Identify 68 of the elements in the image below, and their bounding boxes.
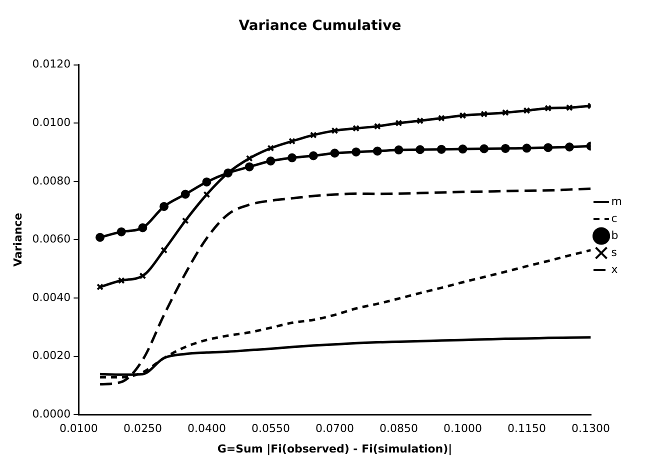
point <box>160 202 169 211</box>
x-tick-label: 0.0850 <box>380 422 418 436</box>
x-tick-label: 0.1300 <box>572 422 610 436</box>
point <box>394 145 404 154</box>
legend-label: s <box>611 246 618 259</box>
point <box>244 162 254 172</box>
x-tick-label: 0.0250 <box>123 422 162 436</box>
x-tick-label: 0.0700 <box>315 422 354 436</box>
point <box>182 217 189 224</box>
point <box>352 124 360 132</box>
point <box>458 144 468 154</box>
point <box>374 122 381 130</box>
y-tick-label: 0.0120 <box>32 58 71 71</box>
y-tick-label: 0.0020 <box>32 349 71 362</box>
x-axis-title: G=Sum |Fi(observed) - Fi(simulation)| <box>217 442 452 456</box>
point <box>395 120 402 127</box>
point <box>523 107 530 114</box>
legend-label: m <box>611 194 622 208</box>
point <box>138 223 148 232</box>
x-tick-label: 0.1150 <box>508 422 546 436</box>
point <box>308 151 318 160</box>
point <box>416 145 425 154</box>
point <box>522 144 532 153</box>
point <box>438 114 445 122</box>
point <box>564 142 574 152</box>
point <box>118 277 125 284</box>
point <box>480 144 489 154</box>
point <box>436 144 446 154</box>
point <box>544 143 553 152</box>
point <box>566 104 573 112</box>
legend-label: x <box>611 262 618 276</box>
point <box>203 191 210 198</box>
x-tick-label: 0.0550 <box>251 422 290 436</box>
x-tick-label: 0.0100 <box>59 422 98 436</box>
point <box>246 154 253 162</box>
point <box>266 156 276 166</box>
point <box>160 246 168 254</box>
point <box>139 272 146 280</box>
point <box>331 127 338 134</box>
line-series <box>98 187 591 386</box>
y-tick-label: 0.0000 <box>32 407 71 420</box>
point <box>352 147 361 156</box>
x-tick-label: 0.1000 <box>444 422 482 436</box>
point <box>502 109 509 116</box>
y-tick-label: 0.0040 <box>32 290 71 304</box>
point <box>288 138 296 145</box>
point <box>116 227 126 236</box>
point <box>372 146 382 156</box>
chart-title: Variance Cumulative <box>238 18 402 34</box>
y-tick-label: 0.0100 <box>32 116 71 129</box>
point <box>267 144 274 152</box>
y-tick-label: 0.0060 <box>32 232 71 246</box>
point <box>544 104 552 112</box>
point <box>416 117 424 124</box>
legend-label: c <box>611 212 618 225</box>
point <box>96 232 105 242</box>
point <box>500 144 510 153</box>
legend-label: b <box>611 228 618 242</box>
point <box>480 110 488 118</box>
point <box>310 132 317 139</box>
y-tick-label: 0.0080 <box>32 174 71 188</box>
point <box>202 177 212 186</box>
point <box>180 190 190 199</box>
point <box>330 148 340 158</box>
y-axis-title: Variance <box>11 212 24 267</box>
x-tick-label: 0.0400 <box>187 422 226 436</box>
point <box>459 112 466 119</box>
point <box>288 153 297 162</box>
